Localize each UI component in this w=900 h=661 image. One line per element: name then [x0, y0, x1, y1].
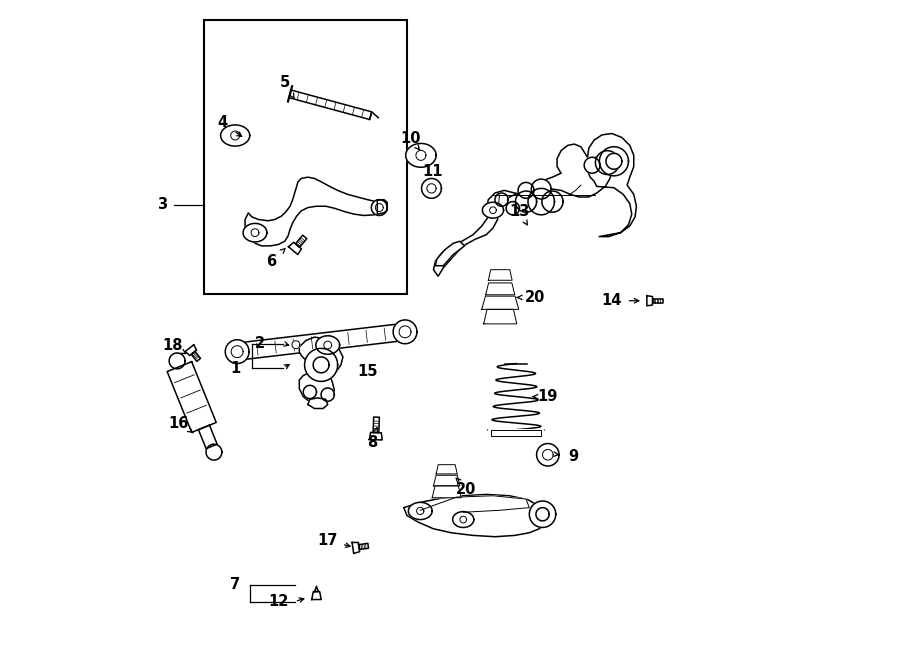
Polygon shape [434, 134, 636, 276]
Polygon shape [404, 494, 545, 537]
Polygon shape [316, 336, 339, 354]
Polygon shape [192, 352, 201, 362]
Polygon shape [393, 320, 417, 344]
Polygon shape [185, 345, 196, 356]
Polygon shape [406, 143, 436, 167]
Polygon shape [300, 337, 343, 405]
Polygon shape [495, 193, 508, 206]
Text: 13: 13 [509, 204, 529, 219]
Polygon shape [358, 543, 368, 549]
Text: 12: 12 [268, 594, 288, 609]
Text: 14: 14 [602, 293, 622, 308]
Polygon shape [436, 241, 464, 266]
Polygon shape [596, 151, 619, 175]
Polygon shape [647, 295, 652, 306]
Polygon shape [584, 157, 600, 173]
Polygon shape [169, 353, 185, 369]
Text: 1: 1 [230, 361, 240, 375]
Polygon shape [308, 398, 328, 408]
Text: 16: 16 [169, 416, 189, 430]
Text: 11: 11 [422, 165, 443, 179]
Polygon shape [516, 191, 536, 212]
Text: 20: 20 [456, 482, 477, 496]
Polygon shape [236, 323, 406, 360]
Polygon shape [220, 125, 249, 146]
Polygon shape [289, 243, 302, 254]
Text: 20: 20 [525, 290, 544, 305]
Polygon shape [652, 299, 662, 303]
Polygon shape [483, 309, 517, 324]
Polygon shape [536, 508, 549, 521]
Polygon shape [599, 147, 628, 176]
Polygon shape [542, 191, 563, 212]
Polygon shape [489, 270, 512, 280]
Polygon shape [245, 177, 384, 246]
Polygon shape [313, 357, 329, 373]
Polygon shape [315, 586, 319, 592]
Polygon shape [528, 188, 554, 215]
Polygon shape [167, 362, 216, 432]
Text: 8: 8 [367, 436, 378, 450]
Polygon shape [486, 283, 515, 295]
Polygon shape [606, 153, 622, 169]
Polygon shape [372, 200, 387, 215]
Polygon shape [377, 200, 387, 214]
Polygon shape [453, 512, 473, 527]
Polygon shape [295, 235, 307, 247]
Polygon shape [518, 182, 534, 198]
Polygon shape [289, 90, 372, 120]
Polygon shape [292, 341, 300, 348]
Polygon shape [421, 178, 441, 198]
Polygon shape [482, 202, 503, 218]
Polygon shape [352, 543, 360, 553]
Text: 18: 18 [162, 338, 183, 353]
Polygon shape [436, 465, 457, 474]
Text: 15: 15 [357, 364, 378, 379]
Text: 5: 5 [280, 75, 290, 90]
Polygon shape [369, 432, 382, 440]
Text: 7: 7 [230, 578, 240, 592]
Polygon shape [506, 202, 519, 215]
Text: 2: 2 [256, 336, 266, 351]
Text: 4: 4 [217, 115, 227, 130]
Bar [204, 20, 407, 294]
Polygon shape [374, 417, 380, 433]
Text: 9: 9 [568, 449, 578, 463]
Polygon shape [321, 388, 334, 401]
Polygon shape [206, 444, 222, 460]
Polygon shape [489, 430, 544, 436]
Polygon shape [536, 444, 559, 466]
Polygon shape [420, 496, 529, 512]
Polygon shape [198, 425, 217, 449]
Polygon shape [531, 179, 551, 199]
Polygon shape [303, 385, 317, 399]
Polygon shape [409, 502, 432, 520]
Polygon shape [432, 486, 461, 498]
Text: 17: 17 [318, 533, 338, 548]
Polygon shape [304, 348, 338, 381]
Text: 10: 10 [400, 132, 420, 146]
Text: 19: 19 [537, 389, 558, 404]
Polygon shape [482, 296, 518, 309]
Text: 6: 6 [266, 254, 276, 268]
Text: 3: 3 [158, 198, 167, 212]
Polygon shape [311, 592, 321, 600]
Polygon shape [529, 501, 556, 527]
Polygon shape [225, 340, 249, 364]
Polygon shape [243, 223, 267, 242]
Polygon shape [434, 475, 460, 486]
